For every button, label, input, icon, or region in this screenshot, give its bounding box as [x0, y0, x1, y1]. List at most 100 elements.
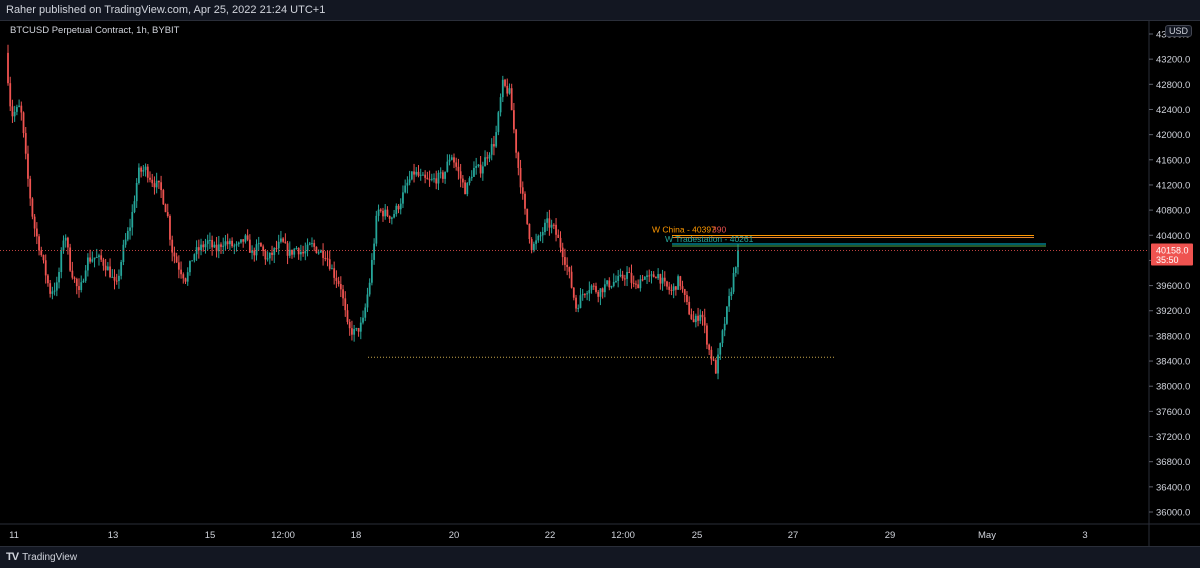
tradingview-logo[interactable]: TV TradingView: [6, 551, 77, 563]
candle-body: [115, 280, 118, 282]
candle-body: [151, 179, 154, 184]
candle-body: [373, 243, 376, 260]
candle-body: [461, 178, 464, 183]
candle-body: [328, 259, 331, 269]
candle-body: [322, 250, 324, 258]
price-tick-label: 36000.0: [1156, 508, 1190, 519]
candle-body: [69, 247, 72, 271]
candle-body: [490, 144, 493, 155]
candle-body: [524, 193, 526, 209]
candle-body: [608, 280, 611, 288]
candle-body: [402, 192, 404, 204]
candle-body: [348, 321, 351, 329]
candle-body: [510, 88, 513, 111]
candle-body: [677, 276, 679, 290]
candle-body: [11, 106, 14, 117]
publisher-text: Raher published on TradingView.com, Apr …: [6, 4, 326, 16]
candle-body: [157, 180, 160, 183]
candle-body: [670, 289, 673, 291]
candle-body: [583, 294, 586, 296]
candle-body: [222, 245, 225, 247]
candle-body: [537, 236, 540, 241]
candle-body: [439, 172, 442, 174]
candle-body: [237, 242, 240, 245]
candle-body: [430, 178, 433, 180]
price-badge-countdown: 35:50: [1156, 255, 1179, 265]
candle-body: [506, 85, 509, 94]
candle-body: [433, 178, 435, 180]
candle-body: [450, 157, 453, 160]
candle-body: [615, 280, 617, 282]
candle-body: [528, 223, 531, 240]
candle-body: [717, 354, 719, 374]
candle-body: [169, 216, 171, 240]
candle-body: [419, 174, 422, 176]
candle-body: [337, 280, 340, 284]
candle-body: [601, 288, 604, 293]
candle-body: [122, 244, 125, 262]
currency-badge[interactable]: USD: [1164, 25, 1192, 37]
candle-body: [393, 214, 395, 218]
candle-body: [197, 247, 200, 251]
candle-body: [78, 286, 80, 291]
candle-body: [364, 307, 367, 318]
price-tick-label: 42800.0: [1156, 80, 1190, 91]
candle-body: [488, 154, 491, 159]
candle-body: [686, 294, 688, 302]
price-tick-label: 42000.0: [1156, 130, 1190, 141]
time-tick-label: 12:00: [611, 530, 635, 541]
candle-body: [257, 243, 260, 245]
candle-body: [260, 243, 262, 247]
price-tick-label: 36400.0: [1156, 482, 1190, 493]
candle-body: [652, 274, 655, 278]
candle-body: [532, 243, 535, 251]
candle-body: [446, 161, 449, 172]
brand-label: TradingView: [22, 551, 78, 563]
candle-body: [630, 273, 633, 283]
candle-body: [561, 247, 564, 258]
candle-body: [355, 328, 358, 330]
price-tick-label: 41600.0: [1156, 155, 1190, 166]
candle-body: [304, 251, 307, 254]
candle-body: [368, 282, 371, 295]
price-tick-label: 41200.0: [1156, 180, 1190, 191]
china-label: W China - 40397: [652, 224, 716, 234]
candle-body: [595, 286, 597, 292]
candle-body: [612, 281, 615, 287]
candle-body: [191, 260, 194, 262]
candle-body: [206, 240, 209, 244]
candle-body: [93, 257, 96, 260]
candle-body: [164, 204, 167, 213]
candle-body: [140, 167, 143, 172]
candle-body: [692, 319, 695, 323]
candle-body: [459, 171, 462, 179]
candle-body: [248, 239, 251, 253]
chart-area[interactable]: 43600.043200.042800.042400.042000.041600…: [0, 21, 1200, 546]
candle-body: [29, 178, 32, 199]
candle-body: [415, 171, 418, 175]
candle-body: [732, 272, 735, 292]
candle-body: [22, 112, 25, 134]
candle-body: [53, 290, 56, 292]
price-tick-label: 42400.0: [1156, 105, 1190, 116]
candle-body: [49, 283, 52, 294]
candle-body: [546, 218, 549, 223]
candle-body: [102, 259, 105, 266]
candle-body: [477, 164, 480, 166]
candle-body: [100, 255, 103, 260]
price-chart[interactable]: 43600.043200.042800.042400.042000.041600…: [0, 21, 1200, 546]
candle-body: [641, 279, 644, 281]
candle-body: [271, 252, 273, 255]
candle-body: [515, 129, 518, 153]
candle-body: [182, 274, 185, 279]
symbol-title[interactable]: BTCUSD Perpetual Contract, 1h, BYBIT: [10, 25, 180, 36]
candle-body: [98, 255, 100, 258]
time-tick-label: 25: [692, 530, 703, 541]
candle-body: [144, 166, 147, 170]
candle-body: [353, 329, 356, 335]
candle-body: [737, 250, 739, 268]
candle-body: [195, 247, 198, 255]
candle-body: [406, 182, 409, 186]
candle-body: [315, 246, 318, 253]
candle-body: [91, 259, 94, 262]
